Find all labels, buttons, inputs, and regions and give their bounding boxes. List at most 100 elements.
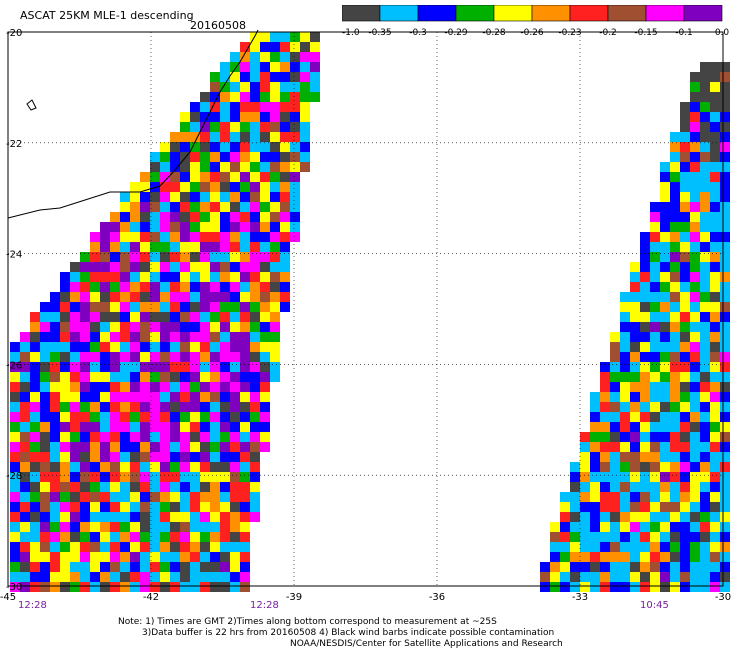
- swath-cell: [650, 542, 660, 552]
- swath-cell: [670, 462, 680, 472]
- swath-cell: [600, 382, 610, 392]
- swath-cell: [300, 102, 310, 112]
- swath-cell: [610, 492, 620, 502]
- swath-cell: [640, 272, 650, 282]
- swath-cell: [40, 452, 50, 462]
- swath-cell: [170, 442, 180, 452]
- swath-cell: [100, 252, 110, 262]
- swath-cell: [160, 582, 170, 592]
- swath-cell: [170, 382, 180, 392]
- axis-labels: -45 -42 -39 -36 -33 -30-20-22-24-26-28-30: [0, 28, 731, 603]
- swath-cell: [190, 262, 200, 272]
- swath-cell: [110, 312, 120, 322]
- swath-cell: [640, 572, 650, 582]
- swath-cell: [80, 562, 90, 572]
- swath-cell: [230, 422, 240, 432]
- swath-cell: [260, 392, 270, 402]
- swath-cell: [170, 192, 180, 202]
- swath-cell: [610, 392, 620, 402]
- swath-cell: [630, 502, 640, 512]
- swath-cell: [710, 452, 720, 462]
- swath-cell: [150, 302, 160, 312]
- swath-cell: [290, 82, 300, 92]
- swath-cell: [230, 62, 240, 72]
- swath-cell: [690, 452, 700, 462]
- swath-cell: [660, 512, 670, 522]
- swath-cell: [570, 482, 580, 492]
- swath-cell: [240, 542, 250, 552]
- swath-cell: [70, 272, 80, 282]
- swath-cell: [140, 452, 150, 462]
- swath-cell: [100, 502, 110, 512]
- swath-cell: [700, 262, 710, 272]
- swath-cell: [110, 222, 120, 232]
- swath-cell: [720, 262, 730, 272]
- swath-cell: [20, 512, 30, 522]
- swath-cell: [190, 332, 200, 342]
- swath-cell: [700, 62, 710, 72]
- swath-cell: [230, 162, 240, 172]
- swath-cell: [710, 262, 720, 272]
- swath-cell: [600, 532, 610, 542]
- swath-cell: [220, 372, 230, 382]
- swath-cell: [710, 562, 720, 572]
- swath-cell: [560, 552, 570, 562]
- swath-cell: [650, 552, 660, 562]
- swath-cell: [590, 562, 600, 572]
- swath-cell: [220, 362, 230, 372]
- swath-cell: [240, 152, 250, 162]
- swath-cell: [720, 382, 730, 392]
- swath-cell: [40, 502, 50, 512]
- swath-cell: [130, 542, 140, 552]
- swath-cell: [130, 242, 140, 252]
- swath-cell: [640, 512, 650, 522]
- swath-cell: [600, 372, 610, 382]
- swath-cell: [660, 242, 670, 252]
- swath-cell: [250, 142, 260, 152]
- swath-cell: [260, 102, 270, 112]
- swath-cell: [230, 82, 240, 92]
- swath-cell: [600, 472, 610, 482]
- swath-cell: [680, 582, 690, 592]
- swath-cell: [270, 322, 280, 332]
- swath-cell: [140, 382, 150, 392]
- swath-cell: [50, 402, 60, 412]
- swath-cell: [640, 422, 650, 432]
- swath-cell: [200, 372, 210, 382]
- swath-cell: [190, 472, 200, 482]
- swath-cell: [50, 582, 60, 592]
- swath-cell: [190, 582, 200, 592]
- swath-cell: [140, 292, 150, 302]
- swath-cell: [180, 132, 190, 142]
- swath-cell: [200, 442, 210, 452]
- swath-cell: [70, 332, 80, 342]
- swath-cell: [110, 552, 120, 562]
- swath-cell: [620, 502, 630, 512]
- swath-cell: [190, 302, 200, 312]
- swath-cell: [210, 122, 220, 132]
- swath-cell: [10, 402, 20, 412]
- swath-cell: [220, 202, 230, 212]
- swath-cell: [670, 322, 680, 332]
- swath-cell: [640, 262, 650, 272]
- swath-cell: [60, 272, 70, 282]
- swath-cell: [40, 322, 50, 332]
- swath-cell: [220, 462, 230, 472]
- swath-cell: [110, 562, 120, 572]
- swath-cell: [680, 172, 690, 182]
- swath-cell: [180, 412, 190, 422]
- swath-cell: [240, 562, 250, 572]
- swath-cell: [100, 522, 110, 532]
- swath-cell: [630, 322, 640, 332]
- swath-cell: [690, 532, 700, 542]
- swath-cell: [150, 162, 160, 172]
- swath-cell: [270, 102, 280, 112]
- swath-cell: [10, 512, 20, 522]
- swath-cell: [210, 422, 220, 432]
- swath-cell: [220, 412, 230, 422]
- swath-cell: [120, 452, 130, 462]
- swath-cell: [210, 472, 220, 482]
- swath-cell: [720, 302, 730, 312]
- swath-cell: [670, 302, 680, 312]
- swath-cell: [720, 582, 730, 592]
